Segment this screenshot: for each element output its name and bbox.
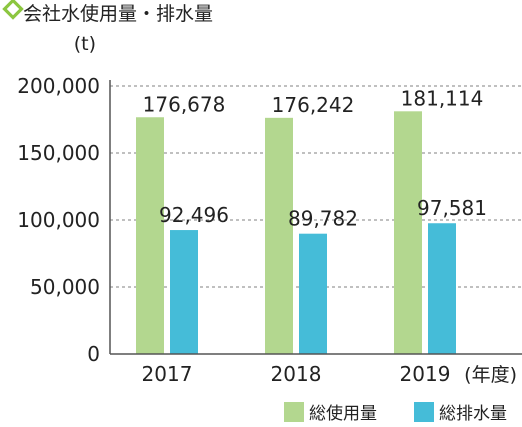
- legend: 総使用量 総排水量: [284, 402, 507, 424]
- bars: [136, 111, 456, 354]
- y-tick-label: 50,000: [30, 275, 100, 299]
- data-label-discharge: 92,496: [159, 203, 229, 227]
- data-label-discharge: 89,782: [288, 207, 358, 231]
- data-label-usage: 176,678: [143, 92, 226, 116]
- x-tick-label: 2018: [271, 362, 322, 386]
- title-marker-icon: [2, 0, 24, 20]
- bar-usage: [136, 117, 164, 354]
- data-label-usage: 181,114: [401, 86, 484, 110]
- legend-swatch-usage: [284, 402, 304, 422]
- x-tick-label: 2017: [142, 362, 193, 386]
- legend-swatch-discharge: [414, 402, 434, 422]
- bar-discharge: [299, 233, 327, 354]
- bar-discharge: [428, 223, 456, 354]
- y-tick-label: 200,000: [17, 74, 100, 98]
- y-axis-unit: (t): [74, 33, 96, 55]
- chart-title: 会社水使用量・排水量: [23, 3, 213, 25]
- legend-label-usage: 総使用量: [309, 403, 377, 424]
- axes: 0 50,000 100,000 150,000 200,000 2017 2018 2019: [17, 74, 522, 386]
- bar-usage: [265, 117, 293, 354]
- data-labels: 176,678 92,496 176,242 89,782 181,114 97,581: [143, 86, 487, 230]
- x-axis-unit: (年度): [464, 364, 517, 386]
- y-tick-label: 150,000: [17, 141, 100, 165]
- y-tick-label: 0: [87, 342, 100, 366]
- y-tick-label: 100,000: [17, 208, 100, 232]
- legend-label-discharge: 総排水量: [439, 404, 507, 424]
- bar-discharge: [170, 230, 198, 354]
- bar-usage: [394, 111, 422, 354]
- x-tick-label: 2019: [400, 362, 451, 386]
- data-label-discharge: 97,581: [417, 196, 487, 220]
- data-label-usage: 176,242: [272, 93, 355, 117]
